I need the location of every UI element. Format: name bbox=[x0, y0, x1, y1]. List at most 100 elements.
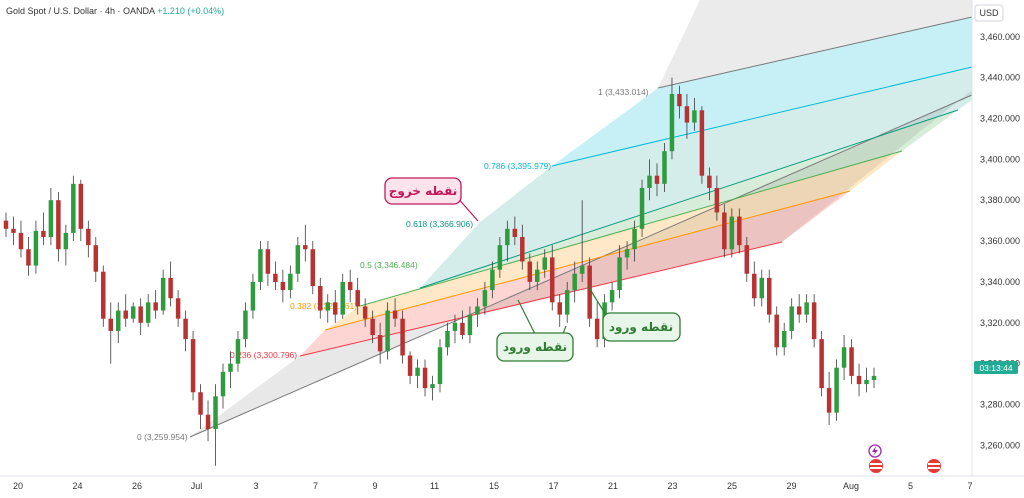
candle-body bbox=[11, 228, 16, 233]
candle-body bbox=[153, 302, 158, 311]
currency-box[interactable] bbox=[974, 4, 1004, 22]
candle-body bbox=[564, 290, 570, 315]
fib-labels: 0 (3,259.954) 0.236 (3,300.796) 0.382 (3… bbox=[137, 87, 649, 442]
candle bbox=[617, 245, 622, 299]
candle-body bbox=[93, 245, 99, 272]
us-flag-icon[interactable] bbox=[869, 459, 883, 473]
candle bbox=[48, 187, 54, 246]
entry-callout-2-text: نقطه ورود bbox=[609, 320, 673, 335]
candle-body bbox=[482, 290, 488, 307]
candle-body bbox=[175, 298, 181, 319]
candle-body bbox=[744, 245, 750, 274]
candle bbox=[205, 400, 211, 442]
candle bbox=[572, 261, 577, 303]
candle bbox=[415, 359, 420, 389]
candle bbox=[624, 241, 630, 270]
candle-body bbox=[303, 245, 308, 250]
y-tick-label: 3,380.000 bbox=[980, 195, 1020, 205]
flash-event-icon[interactable] bbox=[868, 444, 882, 458]
candle-body bbox=[804, 302, 809, 315]
candle-body bbox=[48, 200, 54, 237]
candle bbox=[856, 363, 862, 397]
candle bbox=[834, 359, 839, 421]
candle-body bbox=[647, 175, 652, 188]
candle bbox=[520, 224, 525, 270]
candle bbox=[220, 363, 226, 409]
candle bbox=[26, 236, 31, 276]
x-tick-label: 5 bbox=[908, 481, 913, 491]
x-tick-label: Jul bbox=[191, 481, 203, 491]
candle-body bbox=[594, 318, 600, 340]
candle bbox=[774, 306, 779, 356]
candle bbox=[41, 212, 46, 246]
candle-body bbox=[684, 106, 690, 123]
candle-body bbox=[527, 261, 533, 282]
candle-body bbox=[490, 269, 495, 291]
candle bbox=[475, 298, 480, 327]
candle bbox=[759, 269, 765, 307]
candle bbox=[789, 298, 794, 340]
candle bbox=[737, 208, 742, 254]
candle bbox=[340, 273, 345, 319]
candle-body bbox=[520, 236, 525, 262]
fib-label-0786: 0.786 (3,395.979) bbox=[484, 161, 551, 171]
candle bbox=[400, 310, 405, 364]
candle-body bbox=[78, 183, 84, 229]
candle-body bbox=[707, 175, 712, 188]
candle-body bbox=[617, 257, 622, 291]
candle bbox=[93, 236, 99, 282]
candle-body bbox=[542, 257, 548, 270]
candle-body bbox=[325, 302, 331, 311]
candle bbox=[452, 314, 458, 344]
fib-line-0786 bbox=[551, 66, 973, 167]
candle-body bbox=[3, 220, 9, 229]
candle-body bbox=[130, 306, 136, 319]
candle-body bbox=[811, 302, 817, 340]
candle-body bbox=[512, 228, 518, 237]
candle bbox=[804, 294, 809, 323]
candle-body bbox=[213, 396, 218, 430]
candle-body bbox=[692, 110, 697, 123]
candle bbox=[71, 175, 76, 242]
x-axis-ticks: 20 24 26 Jul 3 7 9 11 15 17 21 23 25 29 Aug 5 7 bbox=[13, 481, 973, 491]
candle-body bbox=[774, 314, 779, 348]
candle bbox=[56, 192, 61, 262]
candle-body bbox=[557, 302, 562, 315]
candle bbox=[505, 220, 510, 262]
candle-body bbox=[752, 273, 757, 299]
candle-body bbox=[654, 175, 660, 184]
candle bbox=[579, 200, 585, 282]
candle-body bbox=[639, 187, 645, 229]
y-tick-label: 3,340.000 bbox=[980, 277, 1020, 287]
candle bbox=[228, 351, 233, 389]
fib-label-0618: 0.618 (3,366.906) bbox=[406, 219, 473, 229]
us-flag-icon-2[interactable] bbox=[927, 459, 941, 473]
candle-body bbox=[834, 367, 839, 413]
candle-body bbox=[198, 392, 203, 415]
candle bbox=[557, 294, 562, 327]
candle bbox=[587, 257, 592, 327]
candle bbox=[153, 290, 158, 319]
candle bbox=[684, 93, 690, 139]
time-axis[interactable] bbox=[0, 476, 1024, 498]
candle bbox=[213, 384, 218, 466]
y-tick-label: 3,260.000 bbox=[980, 440, 1020, 450]
candle bbox=[332, 290, 338, 323]
fib-label-0236: 0.236 (3,300.796) bbox=[230, 350, 297, 360]
candle-body bbox=[781, 330, 787, 348]
candle bbox=[190, 330, 196, 401]
candle-body bbox=[841, 347, 847, 368]
price-axis[interactable] bbox=[972, 0, 1024, 476]
candle-body bbox=[871, 375, 877, 380]
x-tick-label: 9 bbox=[372, 481, 377, 491]
candle bbox=[288, 265, 293, 299]
candle bbox=[78, 179, 84, 242]
candle bbox=[849, 339, 854, 385]
candle bbox=[632, 220, 637, 262]
candle bbox=[811, 294, 817, 348]
candle bbox=[325, 294, 331, 323]
candle-body bbox=[445, 330, 450, 348]
x-tick-label: 24 bbox=[72, 481, 82, 491]
fib-band-0618-0786 bbox=[420, 67, 972, 288]
